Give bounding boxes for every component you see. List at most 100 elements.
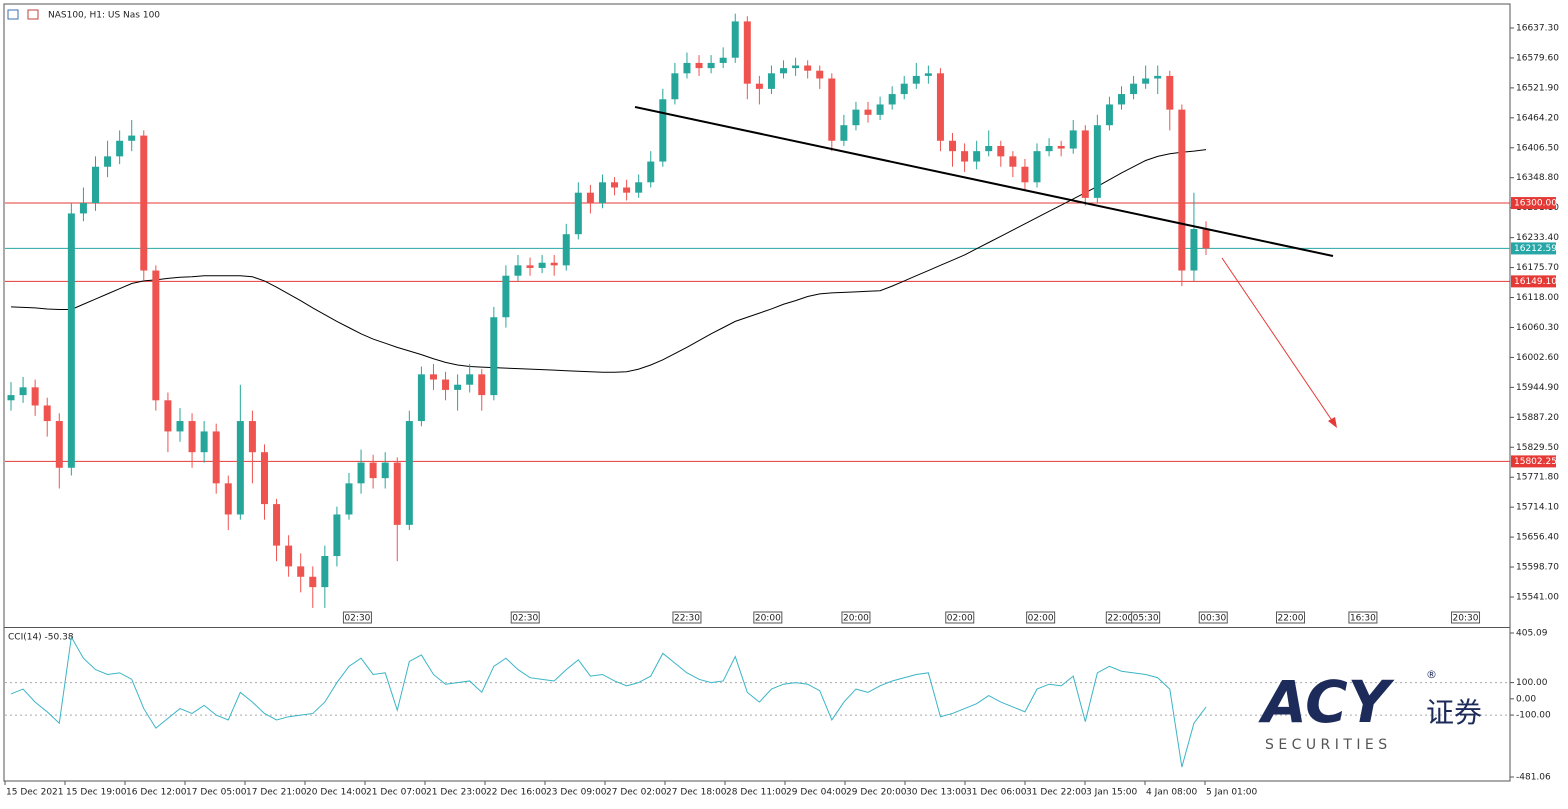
candle-body [248, 421, 256, 453]
event-tag [342, 611, 372, 624]
candle-body [611, 182, 619, 188]
candle-body [1190, 229, 1198, 271]
candle-body [961, 151, 969, 162]
event-label: 00:30 [1200, 614, 1226, 624]
candle-body [828, 78, 836, 141]
level-label: 16149.10 [1514, 277, 1557, 287]
candle-body [140, 135, 148, 271]
x-tick-label: 16 Dec 12:00 [126, 788, 187, 798]
candle-body [104, 156, 112, 167]
candle-body [357, 462, 365, 484]
candle-body [43, 405, 51, 422]
x-tick-label: 21 Dec 23:00 [426, 788, 487, 798]
candle-body [19, 387, 27, 396]
candle-body [526, 265, 534, 268]
y-tick-label: -481.06 [1516, 772, 1551, 782]
candle-body [1057, 145, 1065, 149]
candle-body [345, 483, 353, 515]
y-tick-label: 16521.90 [1516, 83, 1559, 93]
frame [3, 3, 1511, 782]
candle-body [598, 182, 606, 204]
candle-body [1202, 229, 1210, 249]
candle-body [755, 83, 763, 89]
candle-body [659, 99, 667, 162]
x-tick-label: 27 Dec 18:00 [666, 788, 727, 798]
candle-body [623, 187, 631, 193]
level-tag [1511, 197, 1556, 210]
indicator-line [10, 635, 1207, 768]
y-tick-label: 16406.50 [1516, 143, 1559, 153]
candle-body [550, 262, 558, 266]
candle-body [236, 421, 244, 515]
candle-body [7, 395, 15, 401]
x-tick-label: 4 Jan 08:00 [1146, 788, 1198, 798]
candle-body [1021, 166, 1029, 183]
y-tick-label: 15771.80 [1516, 473, 1559, 483]
x-tick-label: 28 Dec 11:00 [726, 788, 787, 798]
event-label: 20:00 [755, 614, 781, 624]
y-tick-label: 16118.00 [1516, 293, 1559, 303]
candle-body [973, 151, 981, 162]
candle-body [719, 57, 727, 63]
x-tick-label: 29 Dec 20:00 [846, 788, 907, 798]
y-tick-label: 16233.40 [1516, 233, 1559, 243]
y-tick-label: 16579.60 [1516, 53, 1559, 63]
candle-body [79, 203, 87, 214]
candle-body [804, 65, 812, 71]
arrow [1221, 257, 1334, 423]
candle-body [1009, 156, 1017, 167]
x-tick-label: 23 Dec 09:00 [546, 788, 607, 798]
y-tick-label: 100.00 [1516, 678, 1548, 688]
candle-body [1154, 75, 1162, 79]
candle-body [840, 125, 848, 141]
event-tag [753, 611, 783, 624]
candle-body [128, 135, 136, 141]
candle-body [1081, 130, 1089, 198]
candle-body [212, 431, 220, 484]
event-tag [945, 611, 975, 624]
candle-body [393, 462, 401, 525]
candle-body [792, 65, 800, 69]
y-tick-label: 15887.20 [1516, 413, 1559, 423]
candle-body [985, 145, 993, 152]
candle-body [900, 83, 908, 95]
y-tick-label: 15944.90 [1516, 383, 1559, 393]
candle-body [478, 374, 486, 396]
candle-body [816, 70, 824, 79]
candle-body [502, 275, 510, 318]
candle-body [1130, 83, 1138, 95]
candle-body [116, 140, 124, 157]
level-tag [1511, 275, 1556, 288]
y-tick-label: 15829.50 [1516, 443, 1559, 453]
arrow-head [1328, 417, 1337, 428]
event-tag [510, 611, 540, 624]
x-tick-label: 3 Jan 15:00 [1086, 788, 1138, 798]
candle-body [949, 140, 957, 152]
candle-body [1142, 78, 1150, 84]
y-tick-label: 16002.60 [1516, 353, 1559, 363]
event-tag [1348, 611, 1378, 624]
candle-body [188, 421, 196, 453]
y-tick-label: 405.09 [1516, 629, 1548, 639]
level-label: 16212.59 [1514, 244, 1557, 254]
icon [7, 9, 19, 20]
logo-reg: ® [1426, 668, 1437, 681]
level-tag [1511, 455, 1556, 468]
level-label: 15802.25 [1514, 457, 1557, 467]
y-tick-label: 15656.40 [1516, 533, 1559, 543]
x-tick-label: 17 Dec 05:00 [186, 788, 247, 798]
candle-body [260, 452, 268, 505]
candle-body [454, 384, 462, 390]
candle-body [91, 166, 99, 204]
x-tick-label: 15 Dec 19:00 [66, 788, 127, 798]
candle-body [743, 21, 751, 84]
event-label: 02:30 [512, 614, 538, 624]
candle-body [297, 566, 305, 577]
y-tick-label: 15541.00 [1516, 593, 1559, 603]
event-tag [1026, 611, 1056, 624]
x-tick-label: 20 Dec 14:00 [306, 788, 367, 798]
candle-body [780, 68, 788, 74]
candle-body [707, 62, 715, 69]
